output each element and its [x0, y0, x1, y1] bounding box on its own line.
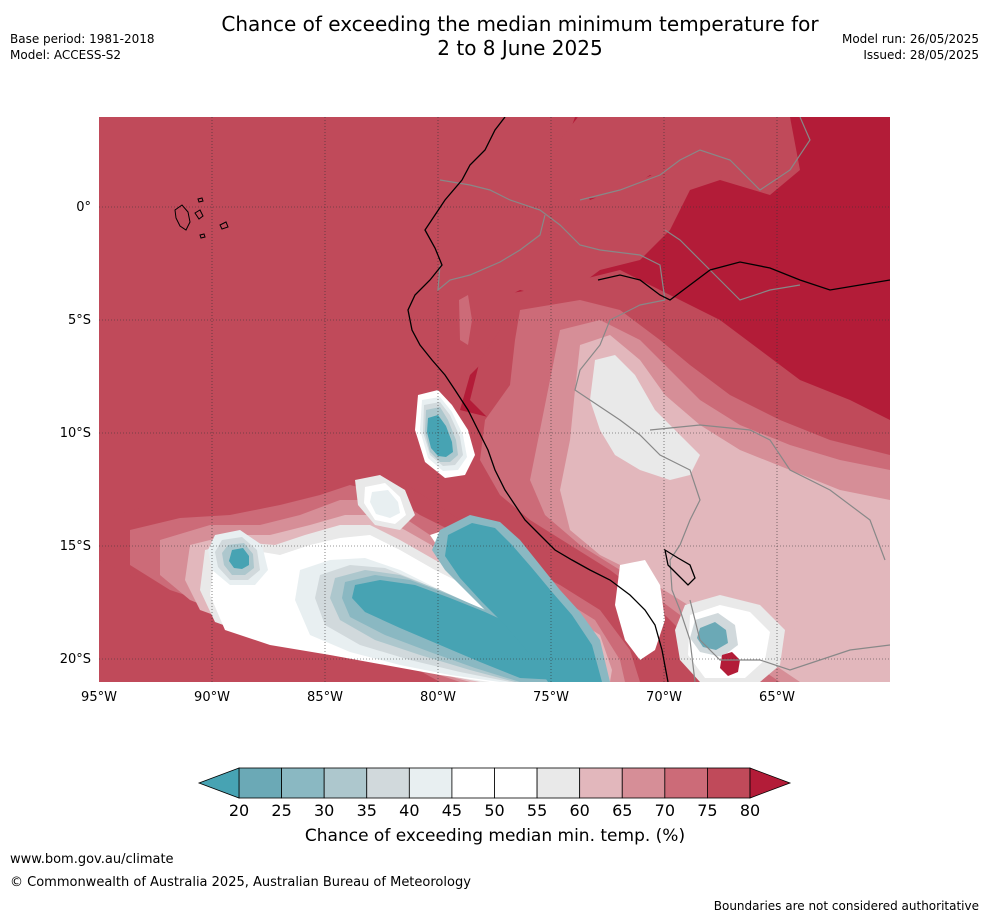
- colorbar-tick-label: 65: [612, 801, 632, 820]
- contour-80-bolivia-spot: [720, 652, 740, 676]
- boundary-peru-bolivia: [669, 544, 696, 682]
- footer-copyright: © Commonwealth of Australia 2025, Austra…: [10, 875, 471, 890]
- colorbar-tick-label: 60: [569, 801, 589, 820]
- colorbar-tick-label: 30: [314, 801, 334, 820]
- colorbar-segments: [238, 767, 751, 799]
- colorbar-high-arrow: [749, 767, 792, 799]
- contour-50-chile-coast: [615, 560, 665, 660]
- colorbar-tick-label: 70: [655, 801, 675, 820]
- latitude-ticks: 0° 5°S 10°S 15°S 20°S: [60, 200, 91, 667]
- lon-tick-90w: 90°W: [194, 690, 230, 705]
- colorbar-tick-label: 50: [484, 801, 504, 820]
- contour-75-north: [550, 117, 795, 200]
- model-run-text: Model run: 26/05/2025: [841, 32, 979, 46]
- coastlines: [407, 117, 890, 682]
- colorbar-tick-label: 55: [527, 801, 547, 820]
- gridlines: [99, 117, 890, 682]
- colorbar-tick-label: 45: [442, 801, 462, 820]
- boundary-colombia-venezuela: [579, 117, 811, 201]
- longitude-ticks: 95°W 90°W 85°W 80°W 75°W 70°W 65°W: [81, 690, 795, 705]
- metadata-left: Base period: 1981-2018 Model: ACCESS-S2: [10, 31, 155, 63]
- colorbar-label: Chance of exceeding median min. temp. (%…: [304, 826, 686, 846]
- colorbar-segment: [323, 767, 368, 799]
- boundary-chile-bolivia: [689, 599, 890, 671]
- metadata-right: Model run: 26/05/2025 Issued: 28/05/2025: [842, 31, 979, 63]
- colorbar-tick-labels: 20 25 30 35 40 45 50 55 60 65 70 75 80: [229, 801, 760, 820]
- colorbar-segment: [281, 767, 325, 799]
- island-genovesa: [197, 197, 204, 203]
- colorbar-segment: [451, 767, 495, 799]
- contour-55-central: [590, 355, 700, 480]
- country-boundaries: [437, 117, 890, 682]
- contour-20-ocean: [352, 580, 558, 680]
- galapagos-islands: [174, 197, 229, 239]
- base-period-text: Base period: 1981-2018: [10, 32, 155, 46]
- island-santa-cruz: [194, 209, 204, 220]
- lake-titicaca: [664, 548, 696, 586]
- lon-tick-65w: 65°W: [759, 690, 795, 705]
- colorbar-tick-label: 25: [271, 801, 291, 820]
- colorbar-segment: [366, 767, 410, 799]
- boundary-colombia-ecuador: [439, 179, 666, 301]
- boundary-peru-brazil: [574, 299, 701, 546]
- lat-tick-0: 0°: [76, 200, 91, 215]
- coastline-caribbean: [597, 261, 890, 301]
- map-title: Chance of exceeding the median minimum t…: [160, 12, 880, 60]
- boundary-brazil-bolivia: [649, 424, 886, 561]
- colorbar-segment: [664, 767, 708, 799]
- contour-20-trench: [445, 523, 602, 682]
- island-isabela: [174, 204, 191, 231]
- colorbar-segment: [579, 767, 623, 799]
- colorbar-tick-label: 35: [357, 801, 377, 820]
- model-text: Model: ACCESS-S2: [10, 48, 122, 62]
- contour-25-bolivia: [697, 622, 728, 650]
- lat-tick-20s: 20°S: [60, 652, 91, 667]
- boundary-brazil-venezuela: [664, 229, 801, 301]
- colorbar-tick-label: 40: [399, 801, 419, 820]
- colorbar-segment: [707, 767, 751, 799]
- map-area: [99, 117, 890, 682]
- lon-tick-75w: 75°W: [533, 690, 569, 705]
- colorbar-tick-label: 80: [740, 801, 760, 820]
- lat-tick-10s: 10°S: [60, 426, 91, 441]
- colorbar-tick-label: 75: [697, 801, 717, 820]
- colorbar-segment: [238, 767, 282, 799]
- lon-tick-70w: 70°W: [646, 690, 682, 705]
- island-espanola: [199, 233, 206, 239]
- colorbar-segment: [621, 767, 666, 799]
- colorbar-tick-label: 20: [229, 801, 249, 820]
- title-line-1: Chance of exceeding the median minimum t…: [221, 12, 819, 36]
- coastline-pacific: [407, 117, 669, 682]
- contour-20-north-blob: [427, 415, 453, 457]
- contour-45-galapagos-s: [370, 490, 400, 518]
- island-san-cristobal: [219, 221, 229, 230]
- contour-20-west: [229, 548, 249, 569]
- footer-disclaimer: Boundaries are not considered authoritat…: [713, 899, 979, 913]
- issued-text: Issued: 28/05/2025: [863, 48, 979, 62]
- lat-tick-5s: 5°S: [68, 313, 91, 328]
- colorbar-segment: [536, 767, 581, 799]
- colorbar-low-arrow: [197, 767, 240, 799]
- colorbar-segment: [494, 767, 538, 799]
- boundary-ecuador-peru: [437, 214, 546, 292]
- colorbar-segment: [408, 767, 453, 799]
- lon-tick-85w: 85°W: [307, 690, 343, 705]
- lon-tick-80w: 80°W: [420, 690, 456, 705]
- lat-tick-15s: 15°S: [60, 539, 91, 554]
- footer-url: www.bom.gov.au/climate: [10, 852, 174, 867]
- title-line-2: 2 to 8 June 2025: [437, 36, 603, 60]
- lon-tick-95w: 95°W: [81, 690, 117, 705]
